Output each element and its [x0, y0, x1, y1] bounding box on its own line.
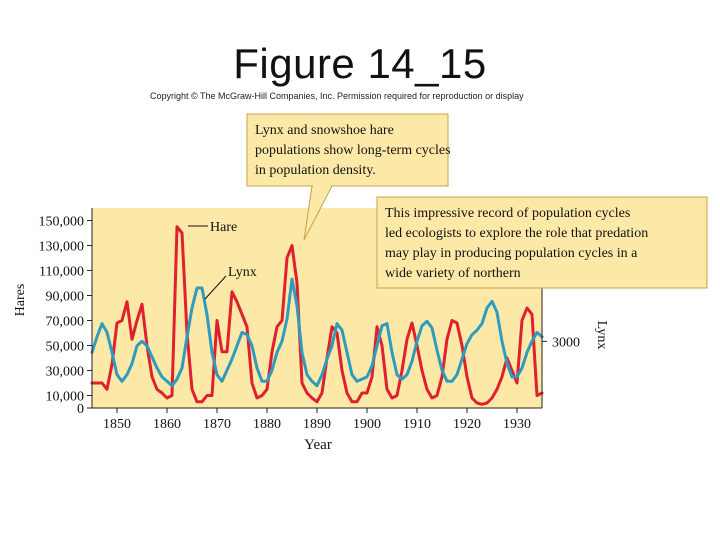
callout-2-text: This impressive record of population cyc… — [385, 206, 648, 281]
y2-axis-label: Lynx — [594, 321, 609, 350]
copyright-notice: Copyright © The McGraw-Hill Companies, I… — [150, 91, 524, 101]
callout-line: led ecologists to explore the role that … — [385, 226, 648, 241]
callout-line: This impressive record of population cyc… — [385, 206, 630, 221]
hare-line — [90, 225, 544, 406]
x-tick-label: 1880 — [253, 417, 281, 432]
y2-tick-label: 3000 — [552, 335, 580, 350]
x-tick-label: 1860 — [153, 417, 181, 432]
y-tick-label: 70,000 — [46, 315, 85, 330]
callout-1-box — [246, 113, 449, 187]
callout-1: Lynx and snowshoe hare populations show l… — [246, 113, 451, 241]
hare-annotation: Hare — [210, 220, 237, 235]
lynx-series-layer — [90, 277, 544, 388]
callout-2: This impressive record of population cyc… — [376, 196, 708, 289]
y-tick-label: 90,000 — [46, 290, 85, 305]
callout-line: in population density. — [255, 163, 376, 178]
x-tick-label: 1850 — [103, 417, 131, 432]
y-tick-label: 0 — [77, 402, 84, 417]
slide-title: Figure 14_15 — [233, 40, 487, 87]
callout-line: populations show long-term cycles — [255, 143, 451, 158]
x-tick-label: 1910 — [403, 417, 431, 432]
hare-series-layer — [90, 225, 544, 406]
x-tick-label: 1900 — [353, 417, 381, 432]
x-axis-label: Year — [304, 437, 332, 453]
x-tick-label: 1890 — [303, 417, 331, 432]
lynx-annotation-pointer — [204, 275, 227, 300]
callout-line: wide variety of northern — [385, 266, 521, 281]
y-axis-label: Hares — [13, 284, 28, 317]
y-tick-label: 150,000 — [39, 215, 85, 230]
x-tick-label: 1870 — [203, 417, 231, 432]
x-tick-group: 1850 1860 1870 1880 1890 1900 1910 1920 1930 — [103, 408, 531, 432]
lynx-annotation: Lynx — [228, 265, 257, 280]
callout-line: may play in producing population cycles … — [385, 246, 638, 261]
callout-line: Lynx and snowshoe hare — [255, 123, 394, 138]
x-tick-label: 1930 — [503, 417, 531, 432]
y-tick-label: 50,000 — [46, 340, 85, 355]
y-tick-label: 30,000 — [46, 365, 85, 380]
callout-2-box — [376, 196, 708, 289]
y-tick-label: 10,000 — [46, 390, 85, 405]
y-tick-label: 130,000 — [39, 240, 85, 255]
y-tick-group: 010,000 30,000 50,000 70,000 90,000 110,000 13… — [39, 215, 92, 417]
lynx-line — [90, 277, 544, 388]
y-tick-label: 110,000 — [39, 265, 84, 280]
x-tick-label: 1920 — [453, 417, 481, 432]
callout-1-text: Lynx and snowshoe hare populations show l… — [255, 123, 451, 178]
